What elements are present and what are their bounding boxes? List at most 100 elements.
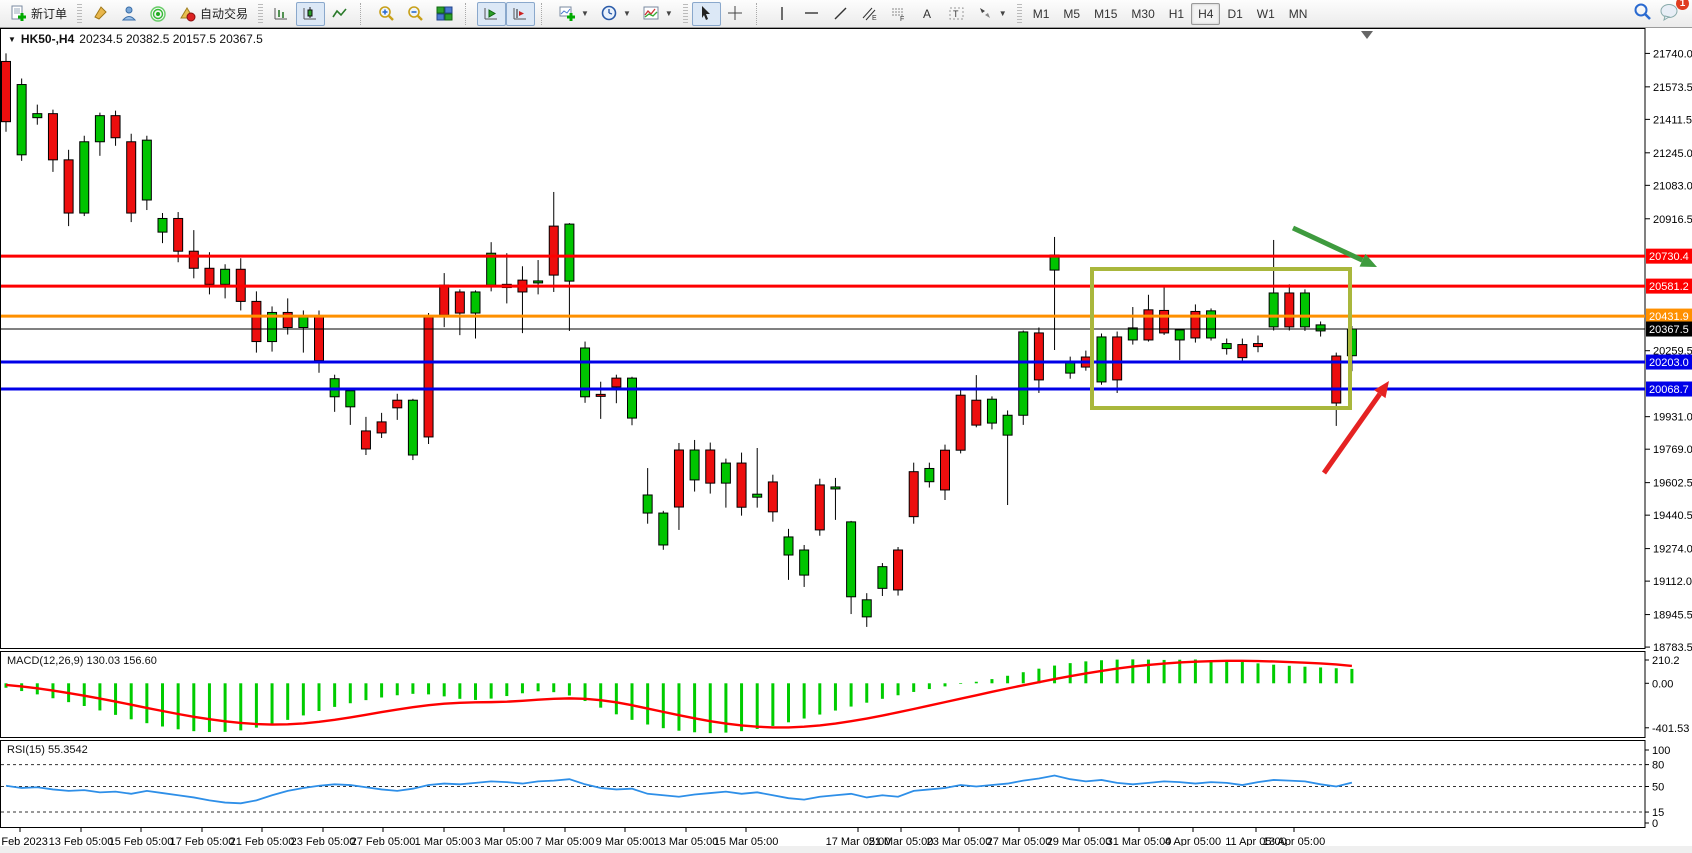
dropdown-caret-icon: ▼ <box>581 9 589 18</box>
zoom-out-icon <box>407 5 424 22</box>
search-icon[interactable] <box>1633 2 1651 20</box>
timeframe-m30[interactable]: M30 <box>1131 6 1155 21</box>
auto-trading-button[interactable]: 自动交易 <box>173 2 254 26</box>
timeframe-h4[interactable]: H4 <box>1191 2 1221 25</box>
line-chart-icon <box>331 5 348 22</box>
chart-area[interactable]: 21740.0 21573.5 21411.5 21245.0 21083.0 20916… <box>0 28 1692 853</box>
zoom-out-button[interactable] <box>401 2 430 26</box>
svg-text:19440.5: 19440.5 <box>1653 510 1692 522</box>
svg-text:F: F <box>900 16 904 22</box>
window-bottom-strip <box>0 846 1692 853</box>
crosshair-icon <box>727 5 744 22</box>
svg-text:27 Mar 05:00: 27 Mar 05:00 <box>987 836 1052 848</box>
marketwatch-button[interactable] <box>144 2 173 26</box>
range-box-annotation[interactable] <box>1090 267 1352 410</box>
chart-shift-button[interactable] <box>506 1 536 26</box>
chart-symbol-period: HK50-,H4 <box>20 32 75 46</box>
text-label-button[interactable]: T <box>942 2 971 26</box>
svg-text:15 Feb 05:00: 15 Feb 05:00 <box>109 836 174 848</box>
chart-canvas[interactable]: 21740.0 21573.5 21411.5 21245.0 21083.0 20916… <box>0 28 1692 853</box>
styles-button[interactable] <box>86 2 115 26</box>
vertical-line-button[interactable] <box>768 2 797 26</box>
pane-borders <box>0 28 1646 828</box>
timeframe-m5[interactable]: M5 <box>1063 6 1081 21</box>
new-chart-button[interactable]: ▼ <box>553 2 595 26</box>
vertical-line-icon <box>774 5 791 22</box>
red-arrow[interactable] <box>1321 381 1389 475</box>
timeframe-mn[interactable]: MN <box>1288 6 1308 21</box>
profiles-button[interactable] <box>115 2 144 26</box>
svg-text:50: 50 <box>1652 782 1664 794</box>
svg-text:19112.0: 19112.0 <box>1653 576 1692 588</box>
chart-shift-icon <box>512 5 529 22</box>
svg-text:13 Feb 05:00: 13 Feb 05:00 <box>49 836 114 848</box>
notification-badge: 1 <box>1676 0 1689 10</box>
crosshair-button[interactable] <box>721 2 750 26</box>
collapse-triangle-icon[interactable]: ▼ <box>8 34 16 44</box>
svg-text:17 Feb 05:00: 17 Feb 05:00 <box>170 836 235 848</box>
svg-text:210.2: 210.2 <box>1652 655 1680 667</box>
toolbar-separator <box>541 2 550 25</box>
svg-text:20367.5: 20367.5 <box>1649 324 1689 336</box>
macd-indicator-label: MACD(12,26,9) 130.03 156.60 <box>7 655 157 667</box>
zoom-in-button[interactable] <box>372 2 401 26</box>
svg-text:21 Mar 05:00: 21 Mar 05:00 <box>869 836 934 848</box>
trendline-button[interactable] <box>826 2 855 26</box>
svg-text:19931.0: 19931.0 <box>1653 412 1692 424</box>
auto-trading-label: 自动交易 <box>200 7 249 21</box>
svg-text:11 Apr 05:00: 11 Apr 05:00 <box>1225 836 1287 848</box>
toolbar-separator <box>755 2 765 25</box>
auto-trading-icon <box>179 5 196 22</box>
toolbar-grip <box>77 3 83 24</box>
channel-button[interactable]: E <box>855 2 884 26</box>
svg-text:21411.5: 21411.5 <box>1653 114 1692 126</box>
price-axis: 21740.0 21573.5 21411.5 21245.0 21083.0 20916… <box>1645 48 1692 654</box>
channel-icon: E <box>861 5 878 22</box>
new-chart-icon <box>559 5 576 22</box>
svg-text:15: 15 <box>1652 807 1664 819</box>
indicators-button[interactable]: ▼ <box>637 2 679 26</box>
styles-icon <box>92 5 109 22</box>
svg-text:19769.0: 19769.0 <box>1653 444 1692 456</box>
timeframe-w1[interactable]: W1 <box>1256 6 1275 21</box>
line-chart-button[interactable] <box>325 2 354 26</box>
svg-text:23 Feb 05:00: 23 Feb 05:00 <box>291 836 356 848</box>
svg-text:21083.0: 21083.0 <box>1653 180 1692 192</box>
text-label-icon: T <box>948 5 965 22</box>
green-arrow[interactable] <box>1291 225 1377 267</box>
periods-button[interactable]: ▼ <box>595 2 637 26</box>
timeframe-m15[interactable]: M15 <box>1094 6 1118 21</box>
new-order-button[interactable]: 新订单 <box>4 2 73 26</box>
svg-text:19602.5: 19602.5 <box>1653 478 1692 490</box>
svg-text:4 Apr 05:00: 4 Apr 05:00 <box>1165 836 1221 848</box>
chart-ohlc-values: 20234.5 20382.5 20157.5 20367.5 <box>79 32 263 46</box>
svg-text:27 Feb 05:00: 27 Feb 05:00 <box>351 836 416 848</box>
fibonacci-button[interactable]: F <box>884 2 913 26</box>
bar-chart-button[interactable] <box>267 2 296 26</box>
tile-windows-icon <box>436 5 453 22</box>
horizontal-line-button[interactable] <box>797 2 826 26</box>
timeframe-d1[interactable]: D1 <box>1227 6 1243 21</box>
timeframe-h1[interactable]: H1 <box>1168 6 1185 21</box>
svg-text:21740.0: 21740.0 <box>1653 48 1692 60</box>
cursor-button[interactable] <box>691 1 721 26</box>
arrows-button[interactable]: ▼ <box>971 2 1013 26</box>
chat-icon[interactable]: 1 <box>1660 0 1689 22</box>
text-button[interactable]: A <box>913 2 942 26</box>
timeframe-m1[interactable]: M1 <box>1032 6 1050 21</box>
dropdown-caret-icon: ▼ <box>622 9 631 18</box>
svg-text:19274.0: 19274.0 <box>1653 544 1692 556</box>
auto-scroll-button[interactable] <box>477 1 507 26</box>
candlestick-chart-button[interactable] <box>296 1 326 26</box>
rsi-indicator-label: RSI(15) 55.3542 <box>7 744 88 756</box>
svg-text:A: A <box>923 7 931 21</box>
svg-text:18783.5: 18783.5 <box>1653 642 1692 654</box>
candles[interactable] <box>1 53 1357 627</box>
cursor-icon <box>698 5 715 22</box>
toolbar-grip <box>1016 3 1022 24</box>
shift-marker-icon[interactable] <box>1361 31 1373 39</box>
toolbar-separator <box>465 2 474 25</box>
tile-windows-button[interactable] <box>430 2 459 26</box>
